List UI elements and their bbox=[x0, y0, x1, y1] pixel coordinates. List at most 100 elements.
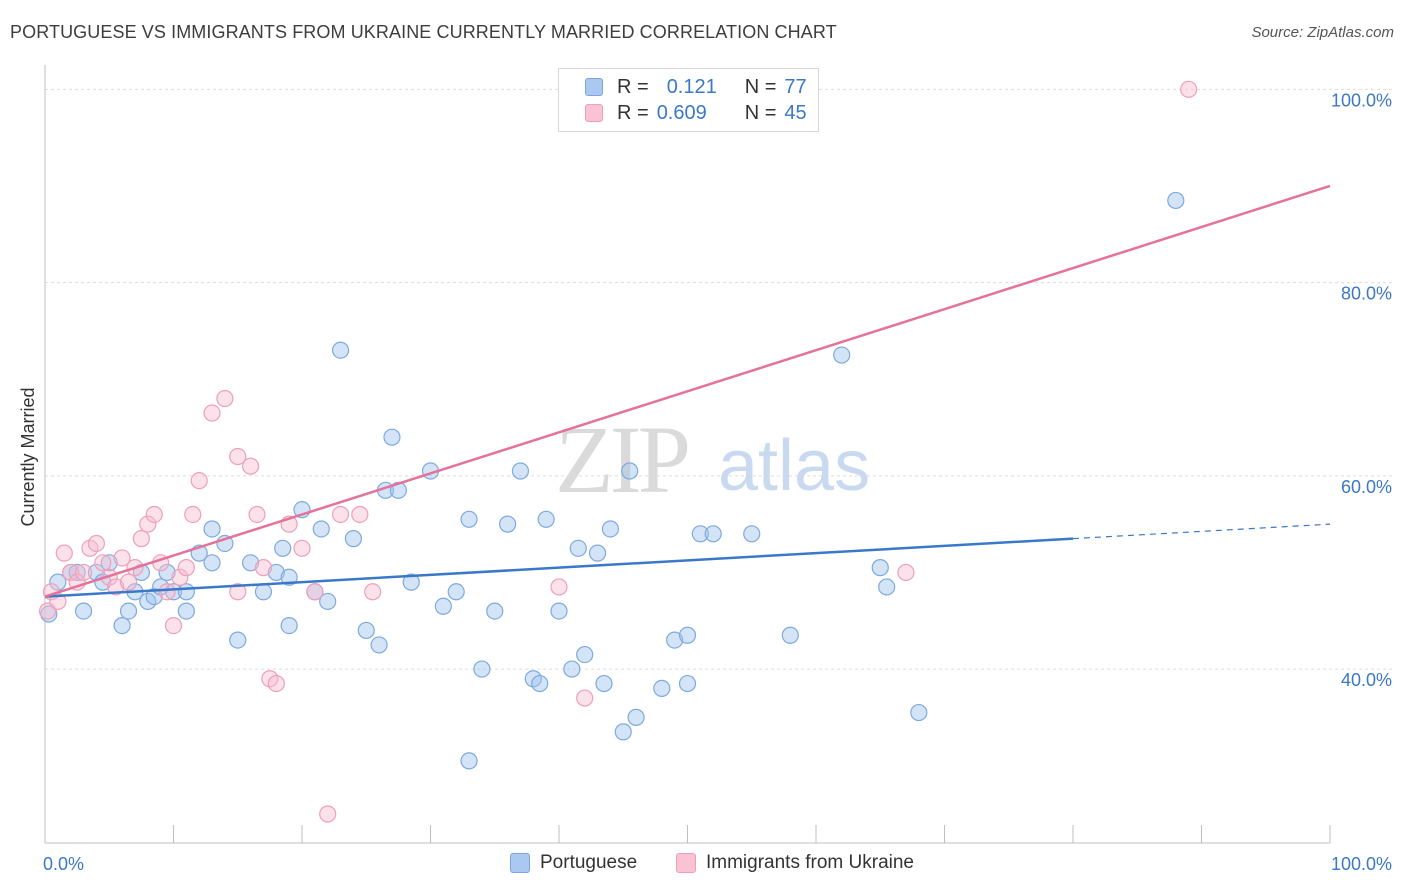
portuguese-point bbox=[781, 626, 799, 644]
portuguese-point bbox=[833, 346, 851, 364]
ukraine-point bbox=[119, 573, 138, 591]
portuguese-point bbox=[531, 674, 549, 693]
portuguese-point bbox=[229, 631, 247, 649]
ukraine-point bbox=[364, 583, 382, 601]
portuguese-point bbox=[113, 616, 131, 635]
portuguese-point bbox=[312, 520, 330, 538]
portuguese-point bbox=[319, 592, 337, 611]
portuguese-point bbox=[595, 674, 613, 693]
trend-layer bbox=[44, 184, 1331, 598]
bottom-legend-label-portuguese: Portuguese bbox=[540, 852, 638, 873]
portuguese-point bbox=[383, 428, 401, 446]
ukraine-point bbox=[158, 583, 176, 601]
ukraine-point bbox=[171, 568, 189, 586]
ukraine-point bbox=[1180, 80, 1198, 98]
y-tick-label: 60.0% bbox=[1341, 477, 1392, 497]
ukraine-point bbox=[897, 563, 915, 582]
ukraine-point bbox=[576, 689, 594, 707]
points-layer bbox=[38, 80, 1198, 823]
legend-swatch-ukraine bbox=[585, 104, 603, 122]
portuguese-point bbox=[550, 602, 568, 620]
portuguese-point bbox=[621, 462, 639, 480]
legend-n-value: 77 bbox=[784, 75, 807, 98]
bottom-legend-ukraine[interactable]: Immigrants from Ukraine bbox=[676, 852, 914, 874]
bottom-legend-swatch-portuguese bbox=[510, 853, 530, 873]
ukraine-point bbox=[94, 554, 112, 572]
portuguese-point bbox=[74, 602, 93, 620]
portuguese-point bbox=[164, 583, 183, 601]
bottom-legend: Portuguese Immigrants from Ukraine bbox=[0, 852, 1406, 876]
portuguese-point bbox=[473, 660, 491, 678]
portuguese-point bbox=[499, 515, 517, 533]
axis-layer: 40.0% 60.0% 80.0% 100.0% 0.0% 100.0% bbox=[43, 65, 1392, 874]
portuguese-point bbox=[242, 554, 260, 572]
ukraine-point bbox=[319, 805, 337, 823]
ukraine-point bbox=[74, 563, 93, 582]
y-tick-label: 80.0% bbox=[1341, 284, 1392, 304]
portuguese-point bbox=[653, 679, 671, 698]
portuguese-point bbox=[344, 530, 362, 548]
x-tick-label-min: 0.0% bbox=[43, 854, 84, 874]
bottom-legend-portuguese[interactable]: Portuguese bbox=[510, 852, 637, 874]
ukraine-point bbox=[248, 505, 266, 524]
portuguese-point bbox=[389, 481, 407, 499]
legend-row-portuguese: R = 0.121 N = 77 bbox=[585, 75, 807, 99]
ukraine-point bbox=[190, 472, 208, 490]
portuguese-point bbox=[40, 605, 58, 623]
portuguese-point bbox=[569, 539, 587, 557]
portuguese-point bbox=[878, 578, 896, 596]
portuguese-point bbox=[910, 703, 928, 722]
ukraine-point bbox=[107, 578, 125, 596]
legend-r-label: R = bbox=[617, 75, 649, 98]
ukraine-point bbox=[242, 457, 260, 475]
portuguese-trendline bbox=[44, 537, 1074, 598]
ukraine-point bbox=[145, 505, 163, 524]
portuguese-point bbox=[537, 510, 555, 528]
portuguese-point bbox=[460, 752, 478, 770]
ukraine-point bbox=[229, 447, 247, 466]
ukraine-point bbox=[293, 539, 311, 557]
portuguese-point bbox=[203, 520, 221, 538]
watermark-atlas: atlas bbox=[718, 426, 870, 506]
legend-swatch-portuguese bbox=[585, 78, 603, 96]
ukraine-point bbox=[550, 578, 568, 596]
portuguese-point bbox=[627, 708, 645, 726]
portuguese-point bbox=[145, 588, 163, 606]
portuguese-point bbox=[666, 631, 684, 649]
portuguese-point bbox=[158, 563, 176, 582]
ukraine-point bbox=[55, 544, 73, 562]
portuguese-trendline-extension bbox=[1072, 523, 1331, 540]
portuguese-point bbox=[576, 645, 594, 664]
portuguese-point bbox=[434, 597, 452, 615]
source-label: Source: ZipAtlas.com bbox=[1251, 24, 1394, 41]
bottom-legend-swatch-ukraine bbox=[676, 853, 696, 873]
ukraine-point bbox=[164, 616, 183, 635]
ukraine-point bbox=[184, 505, 202, 524]
watermark: ZIP atlas bbox=[555, 406, 870, 513]
portuguese-point bbox=[370, 636, 388, 654]
portuguese-point bbox=[563, 660, 581, 678]
portuguese-point bbox=[601, 520, 620, 538]
portuguese-point bbox=[691, 525, 709, 543]
ukraine-point bbox=[306, 583, 324, 601]
ukraine-trendline bbox=[44, 184, 1331, 598]
portuguese-point bbox=[254, 583, 273, 601]
y-tick-label: 40.0% bbox=[1341, 670, 1392, 690]
legend-r-value: 0.121 bbox=[666, 75, 717, 98]
y-axis-label: Currently Married bbox=[18, 387, 38, 526]
portuguese-point bbox=[177, 602, 195, 620]
legend-n-label: N = bbox=[744, 101, 777, 124]
portuguese-point bbox=[871, 559, 889, 577]
ukraine-point bbox=[229, 583, 247, 601]
ukraine-point bbox=[351, 505, 369, 524]
legend-box: R = 0.121 N = 77 R = 0.609 N = 45 bbox=[558, 68, 819, 132]
portuguese-point bbox=[280, 568, 298, 586]
portuguese-point bbox=[402, 573, 420, 591]
portuguese-point bbox=[68, 563, 86, 582]
portuguese-point bbox=[49, 573, 67, 591]
portuguese-point bbox=[203, 554, 221, 572]
portuguese-point bbox=[267, 563, 285, 582]
ukraine-point bbox=[331, 505, 350, 524]
chart-title: PORTUGUESE VS IMMIGRANTS FROM UKRAINE CU… bbox=[10, 22, 837, 42]
